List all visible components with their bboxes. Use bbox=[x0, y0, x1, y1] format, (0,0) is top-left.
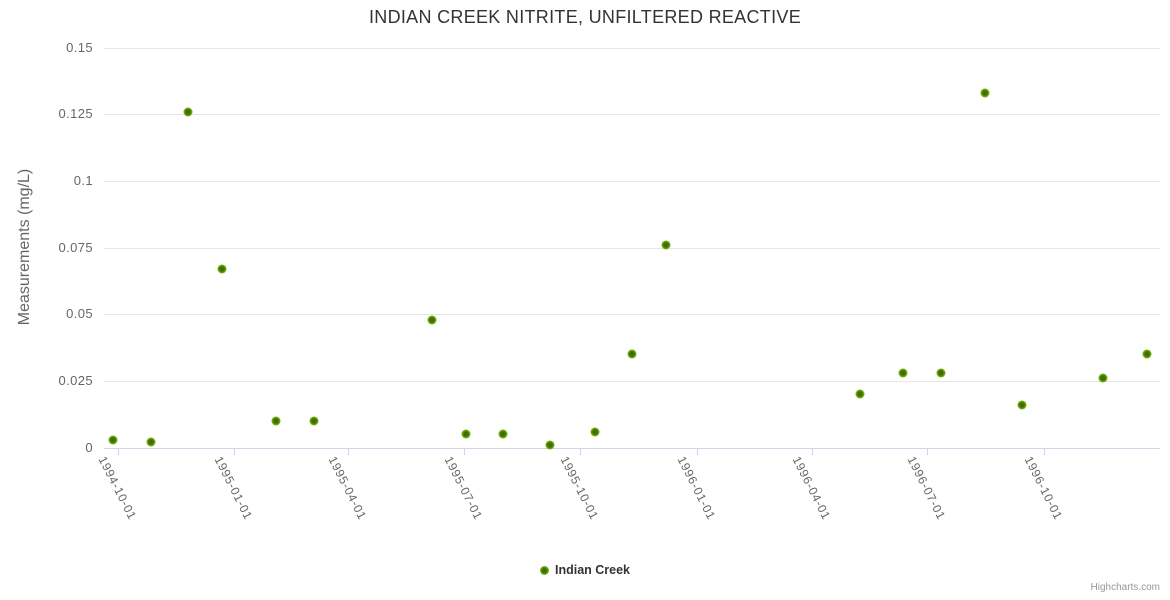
x-axis-tick bbox=[927, 448, 929, 455]
data-point[interactable] bbox=[590, 427, 600, 436]
data-point[interactable] bbox=[183, 107, 193, 116]
y-gridline bbox=[104, 47, 1160, 49]
y-gridline bbox=[104, 180, 1160, 182]
y-gridline bbox=[104, 380, 1160, 382]
y-axis-tick-label: 0 bbox=[85, 439, 93, 455]
data-point[interactable] bbox=[1017, 400, 1027, 410]
y-axis-tick-label: 0.15 bbox=[66, 39, 93, 55]
x-axis-tick-label: 1995-01-01 bbox=[211, 453, 256, 522]
x-axis-tick bbox=[348, 448, 350, 455]
data-point[interactable] bbox=[936, 368, 946, 378]
legend[interactable]: Indian Creek bbox=[539, 563, 631, 577]
data-point[interactable] bbox=[146, 437, 156, 447]
y-axis-tick-label: 0.075 bbox=[58, 239, 93, 255]
data-point[interactable] bbox=[627, 349, 637, 359]
y-axis-tick-label: 0.125 bbox=[58, 106, 93, 122]
data-point[interactable] bbox=[108, 435, 118, 444]
x-axis-tick bbox=[234, 448, 236, 455]
y-gridline bbox=[104, 247, 1160, 249]
data-point[interactable] bbox=[498, 429, 508, 439]
y-axis-tick-label: 0.05 bbox=[66, 306, 93, 322]
data-point[interactable] bbox=[427, 315, 437, 324]
chart-title: INDIAN CREEK NITRITE, UNFILTERED REACTIV… bbox=[368, 7, 801, 27]
legend-item-label: Indian Creek bbox=[554, 563, 631, 577]
data-point[interactable] bbox=[1098, 373, 1108, 383]
data-point[interactable] bbox=[661, 240, 671, 250]
data-point[interactable] bbox=[855, 389, 865, 399]
data-point[interactable] bbox=[545, 440, 555, 450]
data-point[interactable] bbox=[461, 429, 471, 439]
y-axis-tick-label: 0.025 bbox=[58, 372, 93, 388]
x-axis-tick bbox=[1043, 448, 1045, 455]
x-axis-line bbox=[104, 447, 1160, 449]
data-point[interactable] bbox=[271, 416, 281, 426]
x-axis-tick bbox=[463, 448, 465, 455]
highcharts-credits-link[interactable]: Highcharts.com bbox=[1090, 582, 1160, 593]
x-axis-tick-label: 1996-07-01 bbox=[904, 453, 949, 522]
y-gridline bbox=[104, 114, 1160, 116]
legend-marker-icon bbox=[539, 565, 549, 575]
x-axis-tick-label: 1996-10-01 bbox=[1021, 453, 1066, 522]
data-point[interactable] bbox=[309, 416, 319, 426]
y-gridline bbox=[104, 314, 1160, 316]
data-point[interactable] bbox=[980, 88, 990, 98]
x-axis-tick-label: 1995-10-01 bbox=[557, 453, 602, 522]
x-axis-tick-label: 1996-01-01 bbox=[674, 453, 719, 522]
x-axis-tick bbox=[117, 448, 119, 455]
data-point[interactable] bbox=[898, 368, 908, 378]
data-point[interactable] bbox=[1142, 349, 1152, 359]
x-axis-tick bbox=[696, 448, 698, 455]
x-axis-tick-label: 1994-10-01 bbox=[95, 453, 140, 522]
x-axis-tick bbox=[580, 448, 582, 455]
x-axis-tick-label: 1995-07-01 bbox=[441, 453, 486, 522]
y-axis-tick-label: 0.1 bbox=[73, 172, 93, 188]
x-axis-tick-label: 1995-04-01 bbox=[325, 453, 370, 522]
x-axis-tick bbox=[811, 448, 813, 455]
data-point[interactable] bbox=[217, 264, 227, 274]
x-axis-tick-label: 1996-04-01 bbox=[789, 453, 834, 522]
